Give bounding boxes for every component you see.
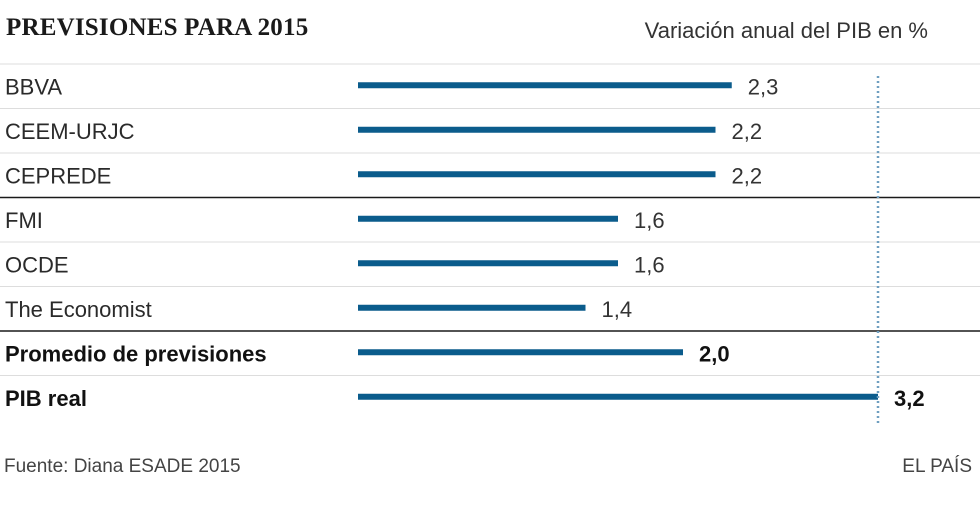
bar-fmi <box>358 215 618 222</box>
row-label: FMI <box>5 208 43 233</box>
bar-chart: BBVA 2,3 CEEM-URJC 2,2 CEPREDE 2,2 FMI 1,6 OCDE 1… <box>0 63 980 424</box>
value-label: 1,6 <box>634 252 665 277</box>
value-label: 2,2 <box>732 163 763 188</box>
bar-promedio-de-previsiones <box>358 349 683 356</box>
value-label: 2,3 <box>748 74 779 99</box>
source-note: Fuente: Diana ESADE 2015 <box>4 456 241 477</box>
bar-ceem-urjc <box>358 126 716 133</box>
row-label: CEPREDE <box>5 163 111 188</box>
value-label: 3,2 <box>894 386 925 411</box>
row-label: Promedio de previsiones <box>5 341 267 366</box>
value-label: 2,2 <box>732 119 763 144</box>
bar-ocde <box>358 260 618 267</box>
brand-label: EL PAÍS <box>902 456 972 477</box>
bar-ceprede <box>358 171 716 178</box>
bar-pib-real <box>358 393 878 400</box>
row-label: PIB real <box>5 386 87 411</box>
row-label: OCDE <box>5 252 69 277</box>
bar-bbva <box>358 82 732 89</box>
value-label: 1,6 <box>634 208 665 233</box>
chart-subtitle: Variación anual del PIB en % <box>644 18 928 43</box>
bar-the-economist <box>358 304 586 311</box>
value-label: 2,0 <box>699 341 730 366</box>
row-label: BBVA <box>5 74 62 99</box>
value-label: 1,4 <box>602 297 633 322</box>
row-label: The Economist <box>5 297 152 322</box>
row-label: CEEM-URJC <box>5 119 135 144</box>
chart-title: PREVISIONES PARA 2015 <box>6 14 309 41</box>
